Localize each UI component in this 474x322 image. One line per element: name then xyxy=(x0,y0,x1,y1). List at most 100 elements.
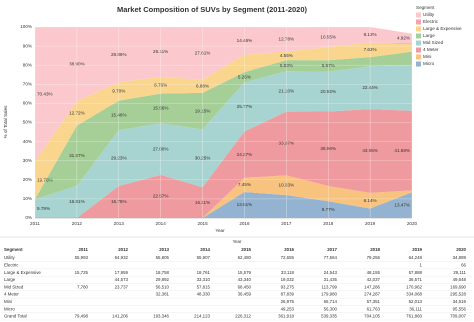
table-cell: 761,860 xyxy=(406,314,422,319)
table-cell: 54,932 xyxy=(115,255,129,260)
legend-swatch xyxy=(416,12,421,18)
table-cell: 95,556 xyxy=(453,306,467,311)
table-cell: 66 xyxy=(461,262,466,267)
table-header: 2017 xyxy=(327,247,337,252)
table-header: 2015 xyxy=(241,247,251,252)
legend-swatch xyxy=(416,47,421,53)
table-cell: 539,335 xyxy=(321,314,337,319)
legend-swatch xyxy=(416,40,421,46)
table-cell: 49,648 xyxy=(453,277,467,282)
area xyxy=(35,109,412,218)
table-cell: 15,725 xyxy=(75,270,89,275)
legend-swatch xyxy=(416,19,421,25)
table-cell: 64,248 xyxy=(409,255,423,260)
table-cell: 334,068 xyxy=(406,292,422,297)
table-header: 2020 xyxy=(456,247,466,252)
table-cell: 193,346 xyxy=(153,314,169,319)
table-cell: 33,118 xyxy=(281,270,295,275)
y-tick-label: 50% xyxy=(23,120,32,125)
table-cell: 49,253 xyxy=(281,306,295,311)
table-cell: 68,450 xyxy=(238,284,252,289)
y-tick-label: 80% xyxy=(23,62,32,67)
row-label: Large & Expensive xyxy=(4,270,41,275)
table-cell: 361,918 xyxy=(278,314,294,319)
x-tick-label: 2013 xyxy=(114,221,125,226)
table-cell: 31,435 xyxy=(324,277,338,282)
table-cell: 87,839 xyxy=(281,292,295,297)
row-label: Electric xyxy=(4,262,19,267)
legend-label: Large & Expensive xyxy=(423,26,462,31)
table-cell: 169,690 xyxy=(450,284,466,289)
area xyxy=(35,192,412,218)
table-header: Segment xyxy=(4,247,23,252)
table-header: 2019 xyxy=(412,247,422,252)
table-cell: 72,655 xyxy=(281,255,295,260)
table-header: 2012 xyxy=(118,247,128,252)
legend-title: Segment xyxy=(416,5,435,10)
table-cell: 61,763 xyxy=(367,306,381,311)
table-cell: 709,007 xyxy=(450,314,466,319)
table-cell: 48,330 xyxy=(197,292,211,297)
table-cell: 93,275 xyxy=(281,284,295,289)
x-tick-label: 2014 xyxy=(156,221,167,226)
table-cell: 141,206 xyxy=(112,314,128,319)
chart-title: Market Composition of SUVs by Segment (2… xyxy=(117,5,308,14)
x-axis-title: Year xyxy=(215,228,225,233)
table-cell: 113,799 xyxy=(321,284,337,289)
table-cell: 77,564 xyxy=(324,255,338,260)
x-tick-label: 2015 xyxy=(197,221,208,226)
legend-label: Large xyxy=(423,33,435,38)
legend-label: 4 Meter xyxy=(423,47,439,52)
table-cell: 34,889 xyxy=(453,255,467,260)
legend-label: Micro xyxy=(423,61,435,66)
area xyxy=(35,51,412,200)
table-cell: 36,571 xyxy=(409,277,423,282)
table-cell: 79,255 xyxy=(367,255,381,260)
table-cell: 24,543 xyxy=(324,270,338,275)
table-cell: 147,286 xyxy=(364,284,380,289)
legend-label: Mini xyxy=(423,54,431,59)
x-tick-label: 2018 xyxy=(323,221,334,226)
table-cell: 17,959 xyxy=(115,270,129,275)
table-cell: 55,805 xyxy=(156,255,170,260)
data-label: 70.43% xyxy=(37,91,53,96)
data-label: 13.47% xyxy=(394,202,410,207)
table-header: 2014 xyxy=(200,247,210,252)
x-tick-label: 2019 xyxy=(365,221,376,226)
y-tick-label: 30% xyxy=(23,158,32,163)
y-tick-label: 100% xyxy=(20,24,32,29)
row-label: 4 Meter xyxy=(4,292,19,297)
table-header: 2016 xyxy=(284,247,294,252)
legend-label: Electric xyxy=(423,19,439,24)
table-cell: 43,340 xyxy=(238,277,252,282)
table-cell: 19,032 xyxy=(281,277,295,282)
table-cell: 29,111 xyxy=(453,270,466,275)
table-header: 2018 xyxy=(370,247,380,252)
row-label: Grand Total xyxy=(4,314,27,319)
row-label: Utility xyxy=(4,255,16,260)
table-cell: 56,300 xyxy=(324,306,338,311)
table-cell: 56,510 xyxy=(156,284,170,289)
y-tick-label: 60% xyxy=(23,101,32,106)
table-cell: 18,761 xyxy=(197,270,211,275)
x-tick-label: 2012 xyxy=(72,221,83,226)
legend-label: Utility xyxy=(423,12,435,17)
table-cell: 36,111 xyxy=(409,306,422,311)
table-cell: 55,907 xyxy=(197,255,211,260)
table-cell: 34,519 xyxy=(453,299,467,304)
y-tick-label: 20% xyxy=(23,177,32,182)
table-cell: 214,123 xyxy=(194,314,210,319)
table-cell: 704,105 xyxy=(364,314,380,319)
table-header: 2011 xyxy=(78,247,88,252)
x-tick-label: 2016 xyxy=(239,221,250,226)
y-tick-label: 0% xyxy=(25,215,32,220)
row-label: Micro xyxy=(4,306,15,311)
table-cell: 32,381 xyxy=(156,292,170,297)
table-cell: 42,037 xyxy=(367,277,381,282)
x-tick-label: 2017 xyxy=(281,221,292,226)
data-label: 19.78% xyxy=(37,178,53,183)
table-cell: 18,758 xyxy=(156,270,170,275)
y-tick-label: 90% xyxy=(23,43,32,48)
legend-swatch xyxy=(416,33,421,39)
